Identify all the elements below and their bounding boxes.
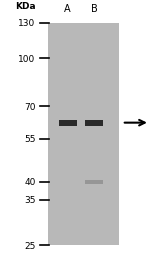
Text: 70: 70 — [24, 102, 35, 111]
FancyBboxPatch shape — [85, 180, 103, 184]
FancyBboxPatch shape — [85, 120, 103, 126]
Text: A: A — [64, 4, 71, 14]
Text: 35: 35 — [24, 196, 35, 204]
FancyBboxPatch shape — [48, 24, 119, 245]
Text: 55: 55 — [24, 135, 35, 144]
Text: 130: 130 — [18, 19, 35, 28]
Text: B: B — [91, 4, 98, 14]
Text: 40: 40 — [24, 178, 35, 186]
Text: 25: 25 — [24, 241, 35, 250]
Text: 100: 100 — [18, 54, 35, 64]
FancyBboxPatch shape — [59, 120, 77, 126]
Text: KDa: KDa — [15, 2, 35, 11]
